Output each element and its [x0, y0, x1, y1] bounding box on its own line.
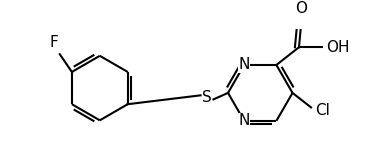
Text: OH: OH — [326, 40, 350, 55]
Text: S: S — [202, 90, 212, 105]
Text: F: F — [50, 35, 58, 50]
Text: N: N — [238, 113, 250, 128]
Text: N: N — [238, 58, 250, 73]
Text: Cl: Cl — [315, 103, 330, 118]
Text: O: O — [295, 1, 307, 16]
